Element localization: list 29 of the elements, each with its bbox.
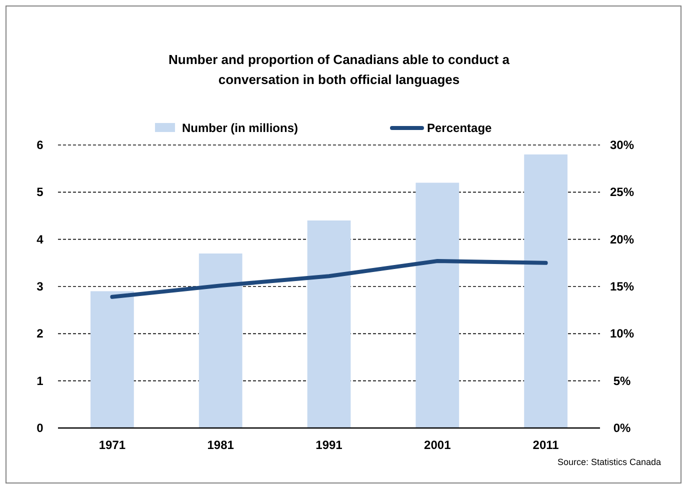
x-tick-label: 2011	[532, 438, 560, 452]
y-tick-label: 6	[36, 138, 44, 152]
bar	[198, 253, 242, 428]
y-tick-label: 2	[36, 326, 44, 341]
y2-tick-label: 0%	[613, 421, 631, 435]
x-tick-label: 1991	[316, 438, 343, 452]
bar	[524, 154, 568, 428]
y-tick-label: 0	[36, 421, 44, 435]
y2-tick-label: 30%	[610, 138, 634, 152]
bar	[90, 291, 134, 428]
bar	[307, 220, 351, 428]
y2-tick-label: 5%	[613, 374, 631, 388]
y2-tick-label: 20%	[610, 232, 634, 246]
y-tick-label: 1	[36, 374, 44, 388]
legend-label: Number (in millions)	[182, 121, 298, 135]
y-tick-label: 5	[36, 185, 44, 200]
x-tick-label: 2001	[424, 438, 452, 452]
x-tick-label: 1971	[98, 438, 126, 452]
bar	[416, 182, 460, 428]
line-series	[110, 259, 548, 299]
y-tick-label: 4	[36, 232, 44, 246]
source-note: Source: Statistics Canada	[557, 457, 661, 467]
y-tick-label: 3	[36, 280, 44, 294]
legend-label: Percentage	[427, 121, 492, 135]
y2-tick-label: 10%	[610, 326, 634, 341]
y2-tick-label: 15%	[610, 280, 634, 294]
chart-title: Number and proportion of Canadians able to conduct a conversation in both official languages	[168, 52, 510, 87]
x-tick-label: 1981	[207, 438, 234, 452]
y2-tick-label: 25%	[610, 185, 634, 200]
